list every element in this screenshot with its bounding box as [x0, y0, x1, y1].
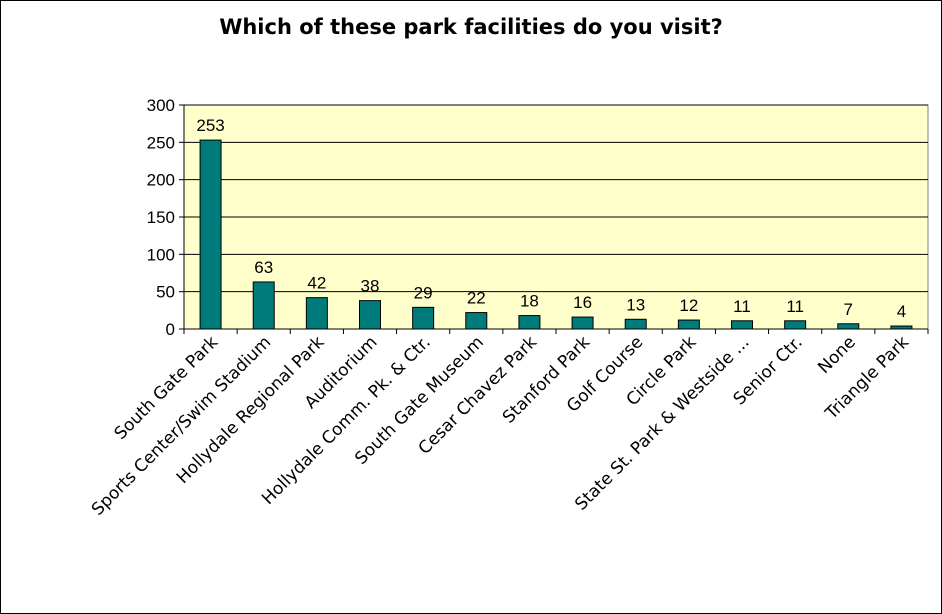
bar	[518, 315, 541, 330]
data-label: 12	[679, 296, 698, 315]
bar	[571, 316, 594, 330]
y-tick-label: 150	[147, 208, 175, 227]
data-label: 18	[520, 292, 539, 311]
bar	[252, 281, 275, 330]
bar	[677, 319, 700, 330]
data-label: 16	[573, 293, 592, 312]
data-label: 29	[414, 283, 433, 302]
data-label: 11	[786, 297, 804, 316]
y-tick-label: 50	[156, 283, 175, 302]
bar	[359, 300, 381, 330]
data-label: 63	[254, 258, 273, 277]
y-tick-label: 300	[147, 96, 175, 115]
bars	[199, 139, 913, 330]
data-label: 42	[307, 274, 326, 293]
bar	[784, 320, 807, 330]
data-label: 4	[897, 302, 906, 321]
y-tick-label: 200	[147, 171, 175, 190]
x-tick-label: None	[814, 332, 860, 378]
bar	[624, 318, 647, 330]
y-tick-label: 0	[166, 320, 175, 339]
bar	[465, 312, 488, 330]
y-tick-label: 250	[147, 133, 175, 152]
bar	[837, 323, 860, 330]
y-tick-label: 100	[147, 245, 175, 264]
data-label: 253	[196, 116, 224, 135]
bar	[199, 139, 222, 330]
bar	[731, 320, 753, 330]
bar	[412, 306, 435, 330]
data-label: 13	[626, 295, 645, 314]
axes	[179, 104, 929, 334]
data-label: 38	[361, 277, 380, 296]
chart-title: Which of these park facilities do you vi…	[219, 15, 723, 39]
bar	[305, 297, 328, 330]
data-label: 11	[733, 297, 751, 316]
data-label: 22	[467, 289, 486, 308]
gridlines	[184, 104, 928, 293]
data-label: 7	[844, 300, 853, 319]
